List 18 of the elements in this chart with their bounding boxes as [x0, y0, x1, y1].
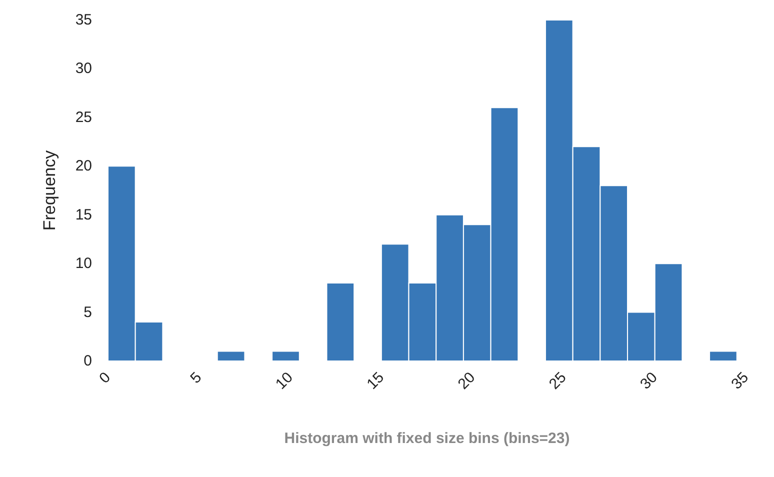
y-tick-label: 15	[75, 206, 92, 224]
x-tick-label: 5	[187, 368, 206, 387]
y-tick-label: 0	[84, 352, 92, 370]
x-axis-title: Histogram with fixed size bins (bins=23)	[284, 430, 570, 447]
y-tick-label: 35	[75, 12, 92, 28]
y-tick-label: 25	[75, 108, 92, 126]
y-tick-label: 30	[75, 60, 92, 78]
x-tick-label: 15	[364, 368, 388, 393]
x-tick-label: 30	[637, 368, 661, 393]
x-tick-label: 10	[272, 368, 296, 393]
x-tick-label: 0	[96, 368, 114, 387]
x-tick-label: 20	[454, 368, 479, 393]
x-tick-label: 25	[546, 368, 570, 393]
y-tick-label: 5	[84, 304, 92, 321]
x-tick-label: 35	[728, 368, 752, 393]
y-tick-label: 10	[75, 255, 92, 272]
y-tick-label: 20	[75, 158, 92, 175]
y-axis-title: Frequency	[40, 150, 59, 231]
